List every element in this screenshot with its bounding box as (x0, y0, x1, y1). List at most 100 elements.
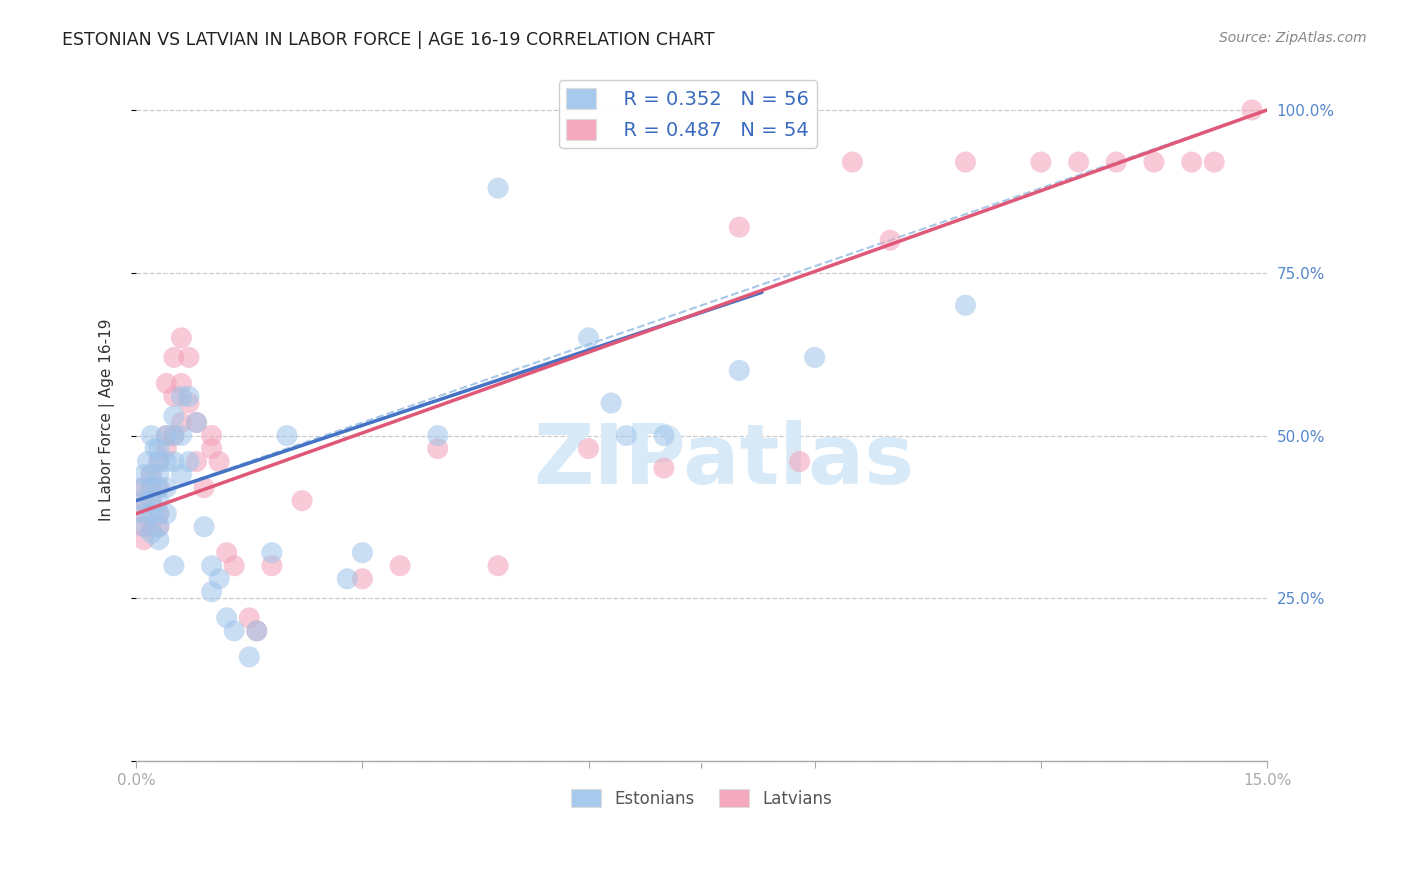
Point (200, 428, 222, 442)
Point (186, 416, 208, 430)
Point (132, 507, 155, 521)
Point (155, 507, 177, 521)
Point (803, 351, 825, 365)
Point (336, 572, 359, 586)
Point (955, 298, 977, 312)
Point (163, 428, 186, 442)
Point (177, 454, 200, 468)
Point (148, 519, 170, 533)
Point (215, 611, 238, 625)
Point (155, 481, 177, 495)
Point (141, 467, 163, 482)
Point (1067, 155, 1090, 169)
Point (132, 493, 155, 508)
Point (170, 376, 193, 391)
Point (163, 454, 186, 468)
Point (132, 481, 155, 495)
Point (132, 519, 155, 533)
Point (141, 481, 163, 495)
Point (163, 389, 186, 403)
Point (163, 428, 186, 442)
Point (614, 428, 637, 442)
Point (155, 454, 177, 468)
Point (1240, 103, 1263, 117)
Point (141, 507, 163, 521)
Point (148, 481, 170, 495)
Point (352, 546, 374, 560)
Point (141, 481, 163, 495)
Point (141, 493, 163, 508)
Point (224, 624, 246, 638)
Point (208, 454, 231, 468)
Point (155, 442, 177, 456)
Text: ZIPatlas: ZIPatlas (534, 420, 915, 500)
Point (246, 624, 269, 638)
Point (148, 454, 170, 468)
Point (163, 558, 186, 573)
Point (132, 493, 155, 508)
Point (141, 526, 163, 541)
Point (1029, 155, 1052, 169)
Point (260, 558, 283, 573)
Point (200, 442, 222, 456)
Text: Source: ZipAtlas.com: Source: ZipAtlas.com (1219, 31, 1367, 45)
Point (141, 467, 163, 482)
Point (193, 519, 215, 533)
Point (148, 467, 170, 482)
Point (955, 155, 977, 169)
Point (426, 428, 449, 442)
Point (186, 454, 208, 468)
Point (841, 155, 863, 169)
Point (238, 649, 260, 664)
Point (177, 351, 200, 365)
Point (170, 428, 193, 442)
Point (426, 442, 449, 456)
Point (879, 233, 901, 247)
Point (141, 519, 163, 533)
Point (163, 351, 186, 365)
Point (155, 428, 177, 442)
Point (352, 572, 374, 586)
Point (200, 584, 222, 599)
Point (389, 558, 412, 573)
Point (148, 519, 170, 533)
Point (1105, 155, 1128, 169)
Point (177, 389, 200, 403)
Point (789, 454, 811, 468)
Point (728, 220, 751, 235)
Point (200, 558, 222, 573)
Point (578, 331, 600, 345)
Point (148, 442, 170, 456)
Point (143, 442, 166, 456)
Point (148, 454, 170, 468)
Point (141, 493, 163, 508)
Point (163, 409, 186, 423)
Point (652, 461, 675, 475)
Text: ESTONIAN VS LATVIAN IN LABOR FORCE | AGE 16-19 CORRELATION CHART: ESTONIAN VS LATVIAN IN LABOR FORCE | AGE… (62, 31, 714, 49)
Point (132, 533, 155, 547)
Point (170, 467, 193, 482)
Point (148, 507, 170, 521)
Point (132, 519, 155, 533)
Point (148, 493, 170, 508)
Point (155, 428, 177, 442)
Point (276, 428, 298, 442)
Point (141, 428, 163, 442)
Point (291, 493, 314, 508)
Point (170, 389, 193, 403)
Point (177, 396, 200, 410)
Point (260, 546, 283, 560)
Point (486, 558, 509, 573)
Point (170, 416, 193, 430)
Point (728, 363, 751, 377)
Point (193, 481, 215, 495)
Point (224, 558, 246, 573)
Point (600, 396, 623, 410)
Point (1143, 155, 1166, 169)
Legend: Estonians, Latvians: Estonians, Latvians (564, 782, 839, 814)
Point (246, 624, 269, 638)
Point (1204, 155, 1226, 169)
Point (238, 611, 260, 625)
Point (208, 572, 231, 586)
Point (578, 442, 600, 456)
